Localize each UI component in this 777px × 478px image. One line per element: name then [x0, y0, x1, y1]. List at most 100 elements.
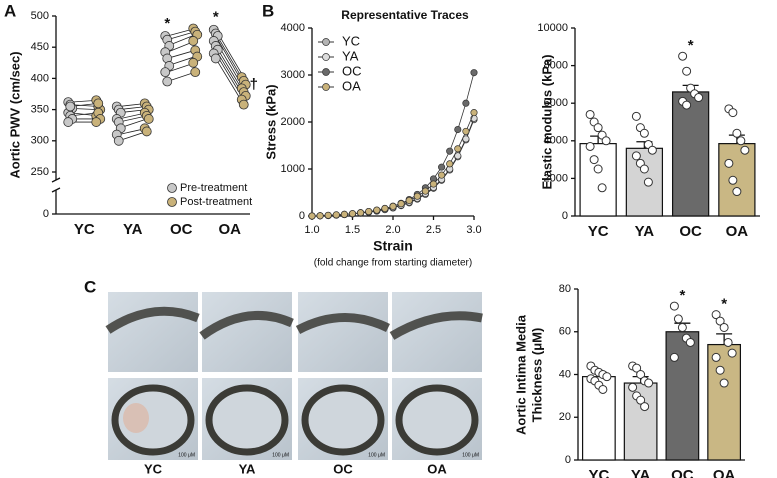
pair-line — [215, 33, 245, 82]
y-tick-label: 0 — [299, 210, 305, 222]
dot — [585, 109, 595, 119]
x-tick-label: 2.5 — [426, 224, 441, 236]
y-tick-label: 8000 — [544, 60, 568, 72]
y-tick-label: 250 — [31, 166, 49, 178]
dot — [719, 322, 729, 332]
dot — [682, 100, 692, 110]
x-tick-label: 1.5 — [345, 224, 360, 236]
vessel-wall — [389, 311, 483, 340]
y-tick-label: 60 — [559, 326, 571, 338]
marker — [357, 209, 365, 217]
dot — [93, 98, 104, 109]
dot — [91, 117, 102, 127]
marker — [405, 196, 413, 205]
dot — [188, 36, 199, 46]
vessel-wall — [199, 310, 294, 340]
panel-label: A — [4, 1, 16, 20]
marker — [421, 187, 429, 195]
marker — [324, 211, 332, 219]
dot — [162, 76, 173, 87]
y-tick-label: 0 — [43, 208, 49, 220]
vessel-wall — [295, 313, 390, 335]
x-tick-label: OA — [219, 221, 242, 238]
tissue — [123, 403, 149, 433]
chart-title: Representative Traces — [341, 8, 469, 22]
bar — [579, 143, 617, 217]
legend-label: YC — [342, 33, 360, 48]
chart: 0 250 300 350 400 450 500 Aortic PWV (cm/sec) YC… — [7, 9, 257, 238]
x-tick-label: YA — [635, 223, 655, 240]
marker — [438, 171, 446, 179]
dot — [711, 310, 721, 320]
dot — [669, 352, 679, 362]
dot — [589, 155, 599, 165]
y-tick-label: 350 — [31, 104, 49, 116]
x-tick-label: OC — [170, 221, 193, 238]
dot — [678, 51, 688, 61]
scale-bar-label: 100 μM — [462, 452, 479, 458]
bar — [671, 91, 710, 217]
micrograph-label: YC — [144, 461, 163, 476]
y-tick-label: 40 — [559, 368, 571, 380]
dot — [639, 164, 649, 174]
dot — [732, 128, 742, 138]
dot — [188, 57, 199, 68]
bar — [665, 331, 700, 461]
marker — [470, 109, 478, 117]
marker — [454, 145, 462, 153]
x-tick-label: OC — [679, 223, 702, 240]
dot — [728, 175, 738, 185]
dot — [632, 363, 642, 373]
marker — [454, 152, 462, 160]
marker — [365, 207, 373, 216]
legend-marker — [322, 83, 330, 91]
series-line — [311, 72, 475, 217]
panel-label: C — [84, 277, 96, 296]
dot — [113, 135, 124, 146]
x-tick-label: YA — [123, 221, 143, 238]
dot — [732, 187, 742, 197]
dot — [593, 123, 603, 133]
marker — [446, 160, 454, 168]
y-axis-label: Thickness (μM) — [529, 328, 544, 423]
dot — [715, 316, 725, 326]
dot — [636, 370, 646, 379]
dot — [631, 111, 641, 121]
legend-label: Pre-treatment — [180, 182, 247, 194]
dot — [740, 145, 750, 155]
marker — [462, 99, 470, 107]
dot — [685, 337, 695, 347]
marker — [454, 125, 462, 134]
x-tick-label: OA — [713, 467, 736, 478]
legend-label: OA — [342, 78, 361, 93]
scale-bar-label: 100 μM — [178, 452, 195, 458]
y-tick-label: 450 — [31, 41, 49, 53]
dot — [65, 101, 76, 112]
y-axis-label: Aortic Intima Media — [513, 314, 528, 435]
annotation: * — [213, 9, 219, 26]
marker — [348, 210, 357, 218]
chart: 0 2000 4000 6000 8000 10000 Elastic modulus (k… — [537, 22, 760, 240]
axis-break — [51, 177, 61, 183]
marker — [308, 212, 316, 220]
dot — [238, 99, 249, 110]
dot — [643, 177, 653, 187]
x-tick-label: 1.0 — [304, 224, 319, 236]
dot — [677, 322, 687, 332]
dot — [639, 128, 649, 138]
micrograph-top — [202, 292, 292, 372]
dot — [210, 53, 221, 64]
y-tick-label: 6000 — [544, 97, 568, 109]
micrograph-label: OA — [427, 461, 447, 476]
marker — [413, 192, 421, 200]
x-tick-label: 2.0 — [385, 224, 400, 236]
annotation: † — [250, 76, 258, 93]
dot — [597, 183, 607, 193]
dot — [636, 395, 646, 405]
vessel-ring — [395, 384, 479, 456]
y-tick-label: 10000 — [537, 22, 568, 34]
y-axis-label: Aortic PWV (cm/sec) — [7, 51, 22, 178]
dot — [728, 108, 738, 118]
dot — [601, 136, 611, 146]
y-tick-label: 0 — [565, 454, 571, 466]
